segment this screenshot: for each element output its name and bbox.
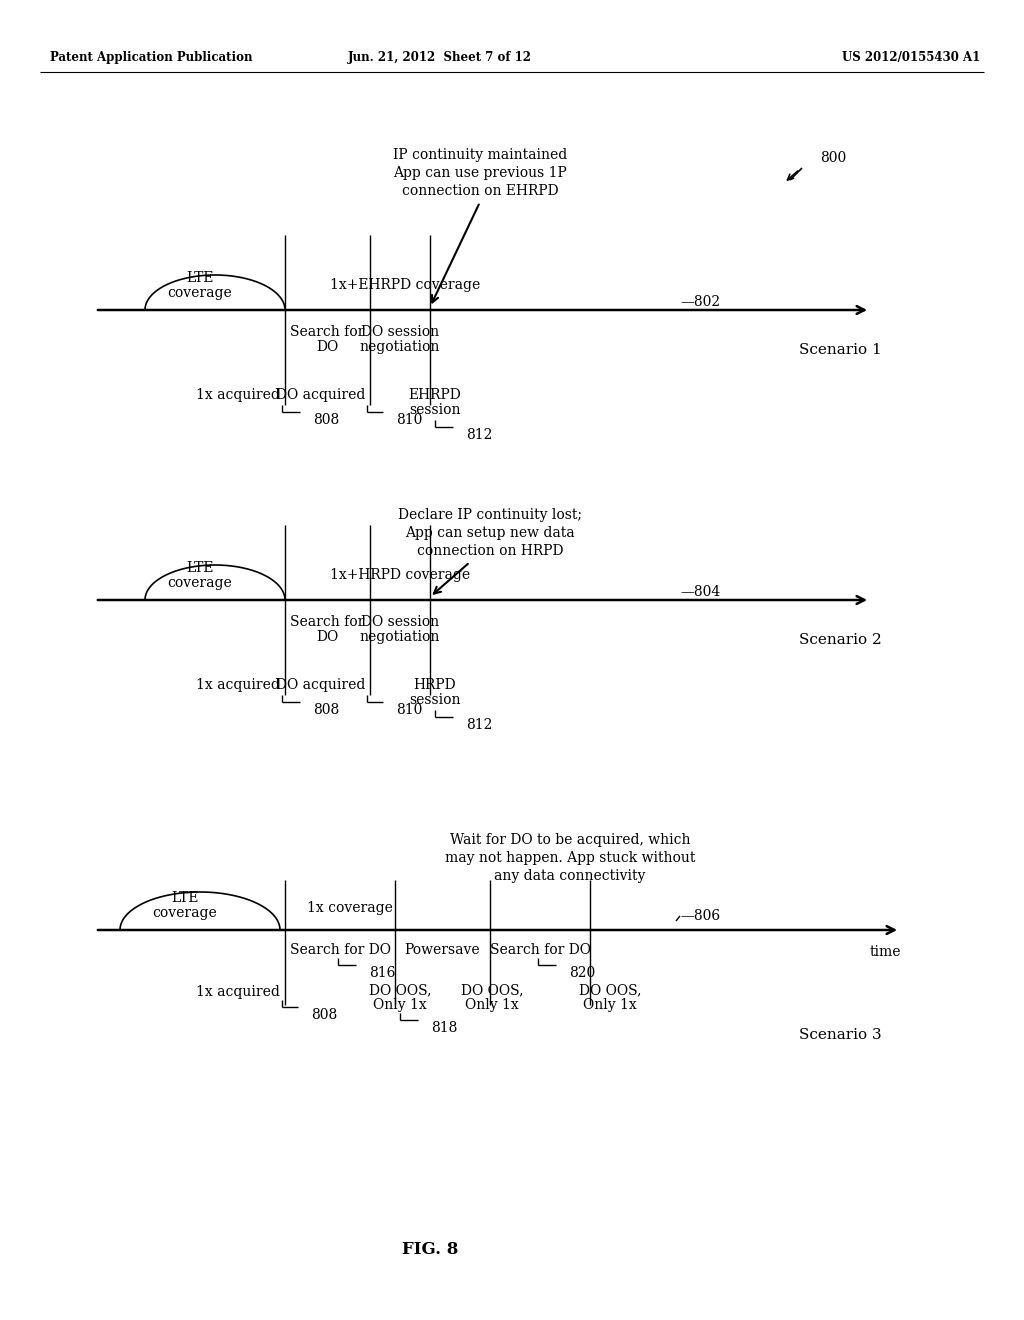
Text: LTE: LTE bbox=[186, 561, 214, 576]
Text: 812: 812 bbox=[466, 718, 493, 733]
Text: may not happen. App stuck without: may not happen. App stuck without bbox=[444, 851, 695, 865]
Text: DO acquired: DO acquired bbox=[275, 678, 365, 692]
Text: FIG. 8: FIG. 8 bbox=[401, 1242, 458, 1258]
Text: —806: —806 bbox=[680, 909, 720, 923]
Text: —804: —804 bbox=[680, 585, 720, 599]
Text: App can setup new data: App can setup new data bbox=[406, 525, 574, 540]
Text: coverage: coverage bbox=[168, 286, 232, 300]
Text: Scenario 1: Scenario 1 bbox=[799, 343, 882, 356]
Text: connection on EHRPD: connection on EHRPD bbox=[401, 183, 558, 198]
Text: any data connectivity: any data connectivity bbox=[495, 869, 646, 883]
Text: 812: 812 bbox=[466, 428, 493, 442]
Text: Declare IP continuity lost;: Declare IP continuity lost; bbox=[398, 508, 582, 521]
Text: DO session: DO session bbox=[360, 615, 439, 630]
Text: 808: 808 bbox=[313, 704, 339, 717]
Text: App can use previous 1P: App can use previous 1P bbox=[393, 166, 567, 180]
Text: 1x+EHRPD coverage: 1x+EHRPD coverage bbox=[330, 279, 480, 292]
Text: negotiation: negotiation bbox=[359, 341, 440, 354]
Text: 1x acquired: 1x acquired bbox=[197, 985, 280, 999]
Text: 810: 810 bbox=[396, 704, 422, 717]
Text: EHRPD: EHRPD bbox=[409, 388, 462, 403]
Text: DO OOS,: DO OOS, bbox=[579, 983, 641, 997]
Text: Scenario 2: Scenario 2 bbox=[799, 634, 882, 647]
Text: IP continuity maintained: IP continuity maintained bbox=[393, 148, 567, 162]
Text: 1x acquired: 1x acquired bbox=[197, 388, 280, 403]
Text: Only 1x: Only 1x bbox=[583, 998, 637, 1012]
Text: time: time bbox=[870, 945, 901, 960]
Text: DO: DO bbox=[315, 341, 338, 354]
Text: Search for: Search for bbox=[290, 325, 365, 339]
Text: Powersave: Powersave bbox=[404, 942, 480, 957]
Text: DO OOS,: DO OOS, bbox=[461, 983, 523, 997]
Text: Search for: Search for bbox=[290, 615, 365, 630]
Text: Search for DO: Search for DO bbox=[489, 942, 591, 957]
Text: coverage: coverage bbox=[168, 576, 232, 590]
Text: Scenario 3: Scenario 3 bbox=[799, 1028, 882, 1041]
Text: DO acquired: DO acquired bbox=[275, 388, 365, 403]
Text: Only 1x: Only 1x bbox=[465, 998, 519, 1012]
Text: session: session bbox=[410, 693, 461, 708]
Text: 808: 808 bbox=[311, 1008, 337, 1022]
Text: LTE: LTE bbox=[171, 891, 199, 906]
Text: negotiation: negotiation bbox=[359, 630, 440, 644]
Text: session: session bbox=[410, 403, 461, 417]
Text: 1x+HRPD coverage: 1x+HRPD coverage bbox=[330, 568, 470, 582]
Text: Search for DO: Search for DO bbox=[290, 942, 390, 957]
Text: DO: DO bbox=[315, 630, 338, 644]
Text: DO OOS,: DO OOS, bbox=[369, 983, 431, 997]
Text: 810: 810 bbox=[396, 413, 422, 426]
Text: —802: —802 bbox=[680, 294, 720, 309]
Text: connection on HRPD: connection on HRPD bbox=[417, 544, 563, 558]
Text: 816: 816 bbox=[369, 966, 395, 979]
Text: 808: 808 bbox=[313, 413, 339, 426]
Text: 1x coverage: 1x coverage bbox=[307, 902, 393, 915]
Text: LTE: LTE bbox=[186, 271, 214, 285]
Text: Jun. 21, 2012  Sheet 7 of 12: Jun. 21, 2012 Sheet 7 of 12 bbox=[348, 51, 532, 65]
Text: HRPD: HRPD bbox=[414, 678, 457, 692]
Text: 818: 818 bbox=[431, 1020, 458, 1035]
Text: US 2012/0155430 A1: US 2012/0155430 A1 bbox=[842, 51, 980, 65]
Text: Only 1x: Only 1x bbox=[373, 998, 427, 1012]
Text: coverage: coverage bbox=[153, 906, 217, 920]
Text: Wait for DO to be acquired, which: Wait for DO to be acquired, which bbox=[450, 833, 690, 847]
Text: 820: 820 bbox=[569, 966, 595, 979]
Text: DO session: DO session bbox=[360, 325, 439, 339]
Text: Patent Application Publication: Patent Application Publication bbox=[50, 51, 253, 65]
Text: 1x acquired: 1x acquired bbox=[197, 678, 280, 692]
Text: 800: 800 bbox=[820, 150, 846, 165]
